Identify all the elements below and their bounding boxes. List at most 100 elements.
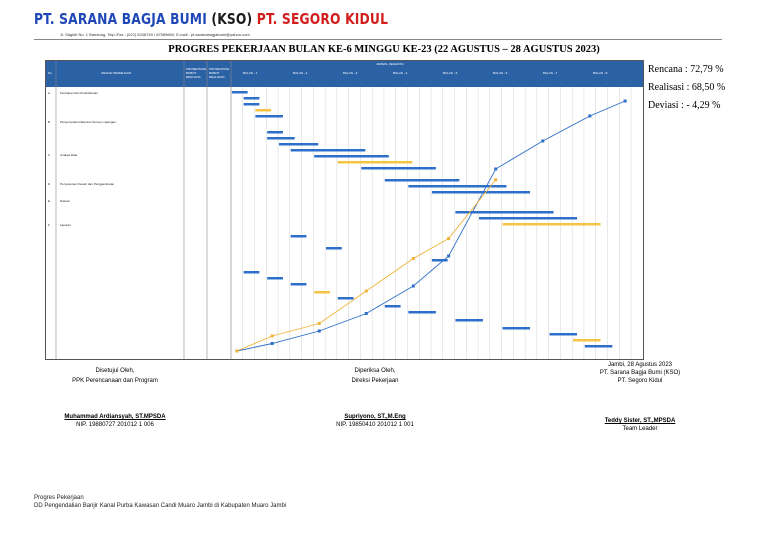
schedule-bar	[549, 333, 578, 336]
sig-right-org1: PT. Sarana Bagja Bumi (KSO)	[599, 370, 681, 376]
header-bobot-rencana: PROSENTASE BOBOT RENCANA	[186, 67, 207, 79]
schedule-bar	[584, 345, 613, 348]
section-label: Penyusunan Desain dan Penggambaran	[60, 182, 115, 186]
schedule-bar	[267, 131, 283, 134]
sig-mid-name: Supriyono, ST.,M.Eng	[344, 414, 406, 420]
month-label: BULAN - 3	[343, 71, 358, 75]
stat-deviasi: Deviasi : - 4,29 %	[648, 100, 721, 111]
schedule-bar	[278, 143, 319, 146]
schedule-bar	[361, 167, 436, 170]
data-point-realisasi	[364, 289, 368, 293]
sig-right-name: Teddy Sister, ST.,MPSDA	[604, 418, 676, 424]
s-curve-plot	[235, 99, 627, 353]
header-no: No	[48, 71, 52, 75]
month-label: BULAN - 1	[243, 71, 258, 75]
schedule-bar	[267, 137, 295, 140]
header-bobot-realisasi: PROSENTASE BOBOT REALISASI	[209, 67, 230, 79]
schedule-bar	[231, 91, 248, 94]
header-jadwal: JADWAL KEGIATAN	[376, 62, 404, 66]
section-no: F	[48, 223, 50, 227]
section-no: B	[48, 120, 51, 124]
section-label: Pengumpulan Data dan Survey Lapangan	[60, 120, 116, 124]
schedule-bar	[314, 155, 389, 158]
month-label: BULAN - 7	[543, 71, 558, 75]
schedule-bar	[573, 339, 601, 342]
month-label: BULAN - 4	[393, 71, 408, 75]
sig-left-title: Disetujui Oleh,	[95, 368, 135, 374]
schedule-bar	[314, 291, 330, 294]
header-uraian: URAIAN PEKERJAAN	[101, 71, 132, 75]
schedule-header: No URAIAN PEKERJAAN PROSENTASE BOBOT REN…	[46, 61, 643, 87]
section-rows: A Persiapan dan Pendahuluan B Pengumpulan D…	[46, 87, 643, 359]
sig-left-name: Muhammad Ardiansyah, ST.MPSDA	[64, 414, 166, 420]
section-no: C	[48, 153, 51, 157]
signature-middle: Diperiksa Oleh, Direksi Pekerjaan Supriy…	[310, 368, 440, 428]
sig-left-nip: NIP. 19880727 201012 1 006	[76, 422, 154, 428]
section-no: E	[48, 199, 51, 203]
schedule-bar	[478, 217, 578, 220]
signature-right: Jambi, 28 Agustus 2023 PT. Sarana Bagja …	[575, 362, 705, 432]
section-label: Analisa Data	[60, 153, 78, 157]
schedule-bar	[431, 191, 530, 194]
section-row: E Diskusi	[48, 199, 70, 203]
schedule-bar	[337, 161, 413, 164]
section-no: A	[48, 91, 51, 95]
data-point-realisasi	[411, 257, 415, 260]
schedule-bar	[290, 235, 307, 238]
schedule-chart: No URAIAN PEKERJAAN PROSENTASE BOBOT REN…	[45, 60, 644, 360]
data-point-rencana	[411, 284, 415, 288]
sig-right-role: Team Leader	[622, 426, 658, 432]
data-point-realisasi	[317, 322, 321, 325]
header-divider	[34, 39, 722, 40]
data-point-realisasi	[270, 334, 274, 338]
month-label: BULAN - 2	[293, 71, 308, 75]
data-point-rencana	[623, 99, 627, 103]
schedule-bar	[502, 327, 530, 330]
sig-left-role: PPK Perencanaan dan Program	[72, 378, 158, 384]
data-point-rencana	[270, 342, 274, 345]
company-letterhead: PT. SARANA BAGJA BUMI (KSO) PT. SEGORO K…	[34, 10, 389, 28]
month-label: BULAN - 6	[493, 71, 508, 75]
schedule-bar	[408, 311, 436, 314]
schedule-bar	[384, 179, 460, 182]
stat-realisasi: Realisasi : 68,50 %	[648, 82, 726, 93]
schedule-bar	[243, 97, 260, 100]
section-label: Diskusi	[60, 199, 70, 203]
section-row: F Laporan	[48, 223, 71, 227]
schedule-bar	[290, 283, 307, 286]
section-label: Persiapan dan Pendahuluan	[60, 91, 98, 95]
schedule-bar	[502, 223, 601, 226]
schedule-bar	[337, 297, 354, 300]
data-point-rencana	[317, 329, 321, 333]
data-point-realisasi	[235, 349, 239, 353]
data-point-rencana	[541, 139, 545, 143]
schedule-bar	[243, 271, 260, 274]
data-point-rencana	[494, 167, 498, 171]
company-address: Jl. Sdgklb No. 1 Bandung, Telp./Fax : (0…	[60, 32, 250, 37]
section-row: C Analisa Data	[48, 153, 77, 157]
schedule-bar	[290, 149, 366, 152]
month-label: BULAN - 5	[443, 71, 458, 75]
footer-line-2: DD Pengendalian Banjir Kanal Purba Kawas…	[34, 503, 287, 509]
schedule-bar	[326, 247, 342, 250]
schedule-bar	[455, 319, 483, 322]
section-no: D	[48, 182, 51, 186]
schedule-bar	[255, 115, 283, 118]
sig-mid-title: Diperiksa Oleh,	[354, 368, 396, 374]
schedule-bar	[384, 305, 401, 308]
series-line-realisasi	[236, 179, 497, 352]
data-point-rencana	[588, 114, 592, 118]
data-point-rencana	[364, 312, 368, 315]
section-row: A Persiapan dan Pendahuluan	[48, 91, 98, 95]
section-row: D Penyusunan Desain dan Penggambaran	[48, 182, 114, 186]
schedule-grid	[55, 61, 632, 359]
schedule-bar	[455, 211, 554, 214]
data-point-rencana	[447, 254, 451, 258]
series-line-rencana	[236, 100, 626, 352]
month-label: BULAN - 8	[593, 71, 608, 75]
footer-line-1: Progres Pekerjaan	[34, 495, 84, 501]
sig-mid-role: Direksi Pekerjaan	[351, 378, 399, 384]
stat-rencana: Rencana : 72,79 %	[648, 64, 724, 75]
sig-right-org2: PT. Segoro Kidul	[617, 378, 663, 384]
schedule-bar	[408, 185, 507, 188]
